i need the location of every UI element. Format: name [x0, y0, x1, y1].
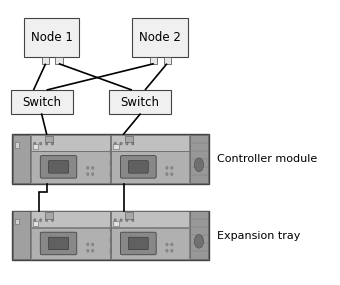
Ellipse shape [87, 243, 89, 246]
Ellipse shape [46, 142, 48, 145]
FancyBboxPatch shape [48, 161, 69, 173]
Bar [110, 238, 111, 242]
Bar [110, 227, 111, 231]
FancyBboxPatch shape [129, 161, 148, 173]
Ellipse shape [34, 219, 36, 221]
Ellipse shape [194, 235, 204, 248]
Bar [31, 135, 110, 151]
Ellipse shape [51, 142, 54, 145]
Text: Switch: Switch [121, 95, 159, 109]
Bar [42, 57, 49, 64]
Ellipse shape [91, 249, 94, 252]
Bar [113, 144, 119, 149]
Bar [111, 135, 189, 151]
Ellipse shape [171, 166, 173, 169]
FancyBboxPatch shape [48, 237, 69, 250]
Bar [113, 221, 119, 226]
Bar [15, 142, 19, 148]
Ellipse shape [171, 249, 173, 252]
Bar [33, 221, 38, 226]
Bar [110, 135, 111, 183]
Bar [110, 172, 111, 176]
Text: Expansion tray: Expansion tray [217, 231, 301, 241]
Bar [111, 211, 189, 227]
FancyBboxPatch shape [40, 232, 77, 255]
Bar [164, 57, 171, 64]
Bar [110, 161, 111, 165]
Bar [15, 219, 19, 225]
Bar [11, 90, 73, 114]
Text: Node 1: Node 1 [31, 31, 72, 44]
Ellipse shape [166, 173, 168, 176]
Ellipse shape [166, 243, 168, 246]
Ellipse shape [34, 142, 36, 145]
Bar [132, 18, 188, 57]
Bar [12, 211, 209, 260]
Ellipse shape [171, 173, 173, 176]
Ellipse shape [39, 219, 42, 221]
Bar [125, 136, 133, 142]
Bar [31, 211, 110, 227]
Bar [45, 212, 53, 219]
Bar [33, 144, 38, 149]
Bar [110, 211, 111, 259]
Ellipse shape [114, 142, 116, 145]
Bar [12, 134, 209, 184]
Ellipse shape [132, 219, 134, 221]
Bar [125, 212, 133, 219]
Bar [111, 151, 189, 183]
Ellipse shape [126, 219, 128, 221]
Bar [55, 57, 63, 64]
Text: Controller module: Controller module [217, 154, 318, 164]
Ellipse shape [120, 219, 122, 221]
Ellipse shape [120, 142, 122, 145]
Ellipse shape [87, 166, 89, 169]
Ellipse shape [91, 173, 94, 176]
Ellipse shape [51, 219, 54, 221]
Bar [109, 90, 171, 114]
Ellipse shape [91, 166, 94, 169]
Ellipse shape [114, 219, 116, 221]
Ellipse shape [126, 142, 128, 145]
Bar [190, 211, 208, 259]
FancyBboxPatch shape [120, 156, 156, 178]
Bar [150, 57, 157, 64]
Ellipse shape [87, 249, 89, 252]
Ellipse shape [87, 173, 89, 176]
Bar [45, 136, 53, 142]
Bar [24, 18, 80, 57]
Bar [110, 249, 111, 253]
FancyBboxPatch shape [120, 232, 156, 255]
Bar [31, 151, 110, 183]
Ellipse shape [171, 243, 173, 246]
FancyBboxPatch shape [40, 156, 77, 178]
Text: Node 2: Node 2 [139, 31, 181, 44]
Bar [110, 150, 111, 154]
Ellipse shape [91, 243, 94, 246]
Bar [31, 228, 110, 259]
Ellipse shape [166, 166, 168, 169]
Bar [190, 135, 208, 183]
Bar [111, 228, 189, 259]
Text: Switch: Switch [22, 95, 61, 109]
Ellipse shape [166, 249, 168, 252]
Ellipse shape [39, 142, 42, 145]
Ellipse shape [46, 219, 48, 221]
Bar [13, 211, 30, 259]
Bar [13, 135, 30, 183]
Ellipse shape [194, 158, 204, 172]
FancyBboxPatch shape [129, 237, 148, 250]
Ellipse shape [132, 142, 134, 145]
